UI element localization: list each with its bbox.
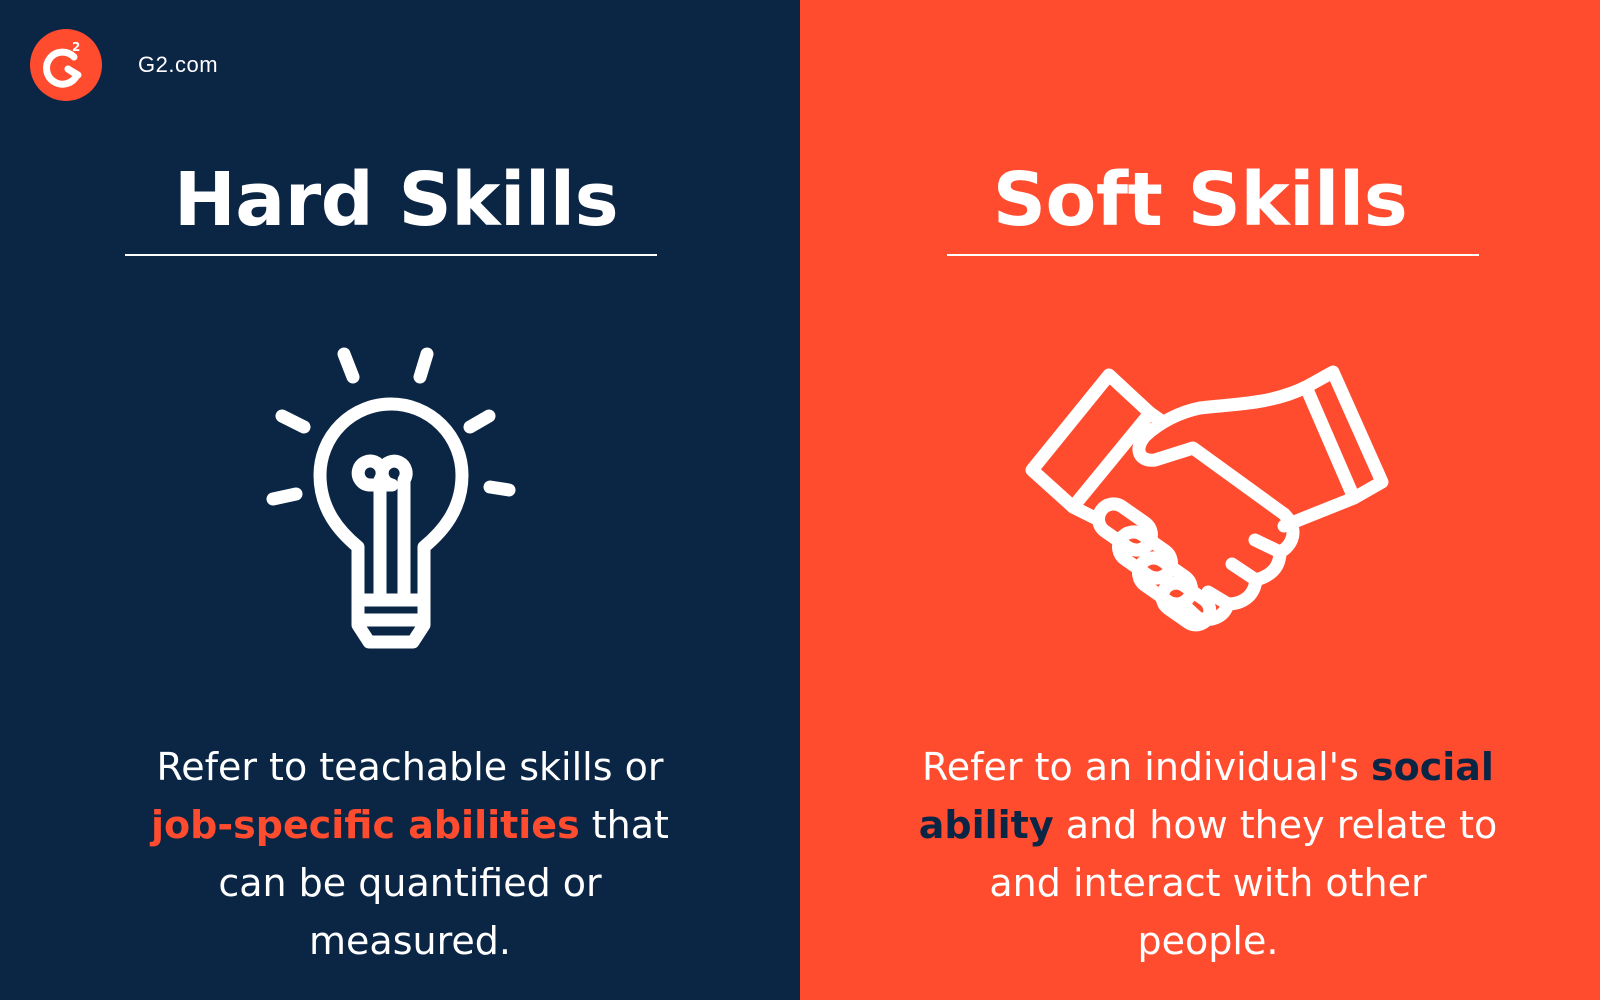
lightbulb-icon xyxy=(266,347,516,649)
hard-skills-illustration xyxy=(0,300,800,680)
brand-site-text[interactable]: G2.com xyxy=(138,52,219,77)
brand: 2 G2.com xyxy=(30,29,218,101)
hard-skills-title: Hard Skills xyxy=(173,157,619,243)
svg-text:2: 2 xyxy=(72,40,80,54)
soft-desc-before: Refer to an individual's xyxy=(922,745,1371,789)
g2-logo: 2 xyxy=(30,29,102,101)
hard-desc-after: that can be quantified or measured. xyxy=(218,803,669,963)
hard-desc-before: Refer to teachable skills or xyxy=(156,745,664,789)
handshake-icon xyxy=(1025,365,1389,632)
hard-desc-highlight: job-specific abilities xyxy=(151,803,580,847)
hard-skills-divider xyxy=(125,254,657,256)
hard-skills-panel: 2 G2.com Hard Skills xyxy=(0,0,800,1000)
soft-desc-highlight: social ability xyxy=(918,745,1494,847)
soft-skills-title: Soft Skills xyxy=(992,157,1408,243)
soft-skills-panel: Soft Skills xyxy=(800,0,1600,1000)
soft-skills-illustration xyxy=(800,300,1600,680)
soft-skills-divider xyxy=(947,254,1479,256)
soft-desc-after: and how they relate to and interact with… xyxy=(989,803,1498,963)
hard-skills-description: Refer to teachable skills or job-specifi… xyxy=(120,738,700,970)
g2-logo-icon: 2 xyxy=(43,40,82,88)
soft-skills-description: Refer to an individual's social ability … xyxy=(918,738,1498,970)
